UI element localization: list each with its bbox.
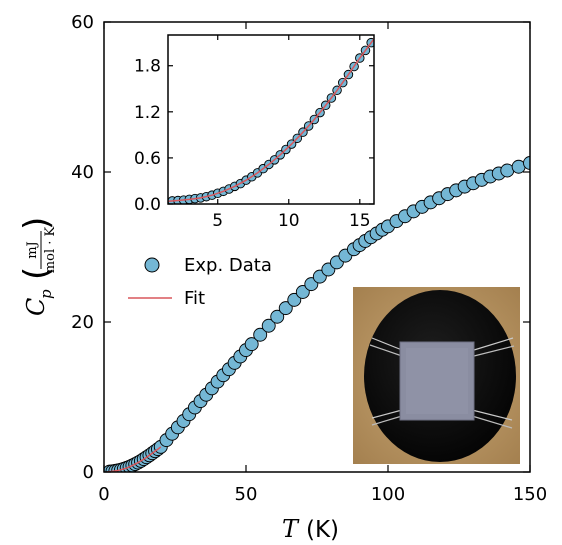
inset-x-tick-label: 5 (212, 211, 223, 231)
sample-photo (353, 287, 520, 464)
main-data-point (295, 285, 310, 299)
main-y-tick-label: 20 (71, 312, 94, 333)
y-axis-unit-denominator: mol · K (43, 227, 58, 274)
main-x-tick-label: 100 (371, 484, 405, 505)
inset-y-tick-label: 1.8 (134, 57, 161, 77)
inset-axis-ticks: 5 10 15 0.0 0.6 1.2 1.8 (134, 35, 374, 231)
main-x-tick-label: 50 (235, 484, 258, 505)
main-x-tick-label: 150 (513, 484, 547, 505)
y-axis-subscript: p (37, 289, 55, 299)
main-y-tick-label: 40 (71, 162, 94, 183)
main-data-point (244, 337, 259, 352)
y-axis-close-paren: ) (17, 217, 57, 230)
main-data-point (270, 309, 285, 324)
main-axis-ticks: 0 50 100 150 0 20 40 60 (71, 12, 547, 505)
legend-label-fit: Fit (184, 288, 205, 309)
legend-label-exp-data: Exp. Data (184, 255, 272, 276)
main-plot-frame (103, 21, 531, 473)
y-axis-label: C p ( mJ mol · K ) (17, 217, 58, 316)
legend-marker-exp-data (144, 257, 160, 273)
x-axis-label: T (282, 515, 300, 543)
main-data-point (523, 156, 530, 170)
inset-x-tick-label: 15 (349, 211, 371, 231)
main-data-point (253, 327, 268, 342)
inset-fit-line (168, 38, 374, 203)
inset-background (168, 35, 374, 204)
main-y-tick-label: 60 (71, 12, 94, 33)
inset-data-points (168, 37, 374, 204)
inset-y-tick-label: 0.0 (134, 195, 161, 215)
main-data-point (287, 292, 302, 307)
y-axis-open-paren: ( (17, 267, 57, 280)
main-data-point (278, 301, 293, 316)
y-axis-symbol: C (22, 298, 50, 316)
main-data-point (261, 318, 276, 333)
inset-y-tick-label: 1.2 (134, 103, 161, 123)
inset-y-tick-label: 0.6 (134, 149, 161, 169)
main-fit-line (106, 446, 162, 472)
inset-plot-frame (167, 34, 375, 205)
legend: Exp. Data Fit (128, 255, 272, 309)
x-axis-unit: (K) (306, 517, 339, 543)
main-data-points (104, 156, 530, 472)
inset-x-tick-label: 10 (278, 211, 300, 231)
main-x-tick-label: 0 (98, 484, 109, 505)
main-y-tick-label: 0 (83, 462, 94, 483)
y-axis-unit-numerator: mJ (25, 241, 40, 259)
